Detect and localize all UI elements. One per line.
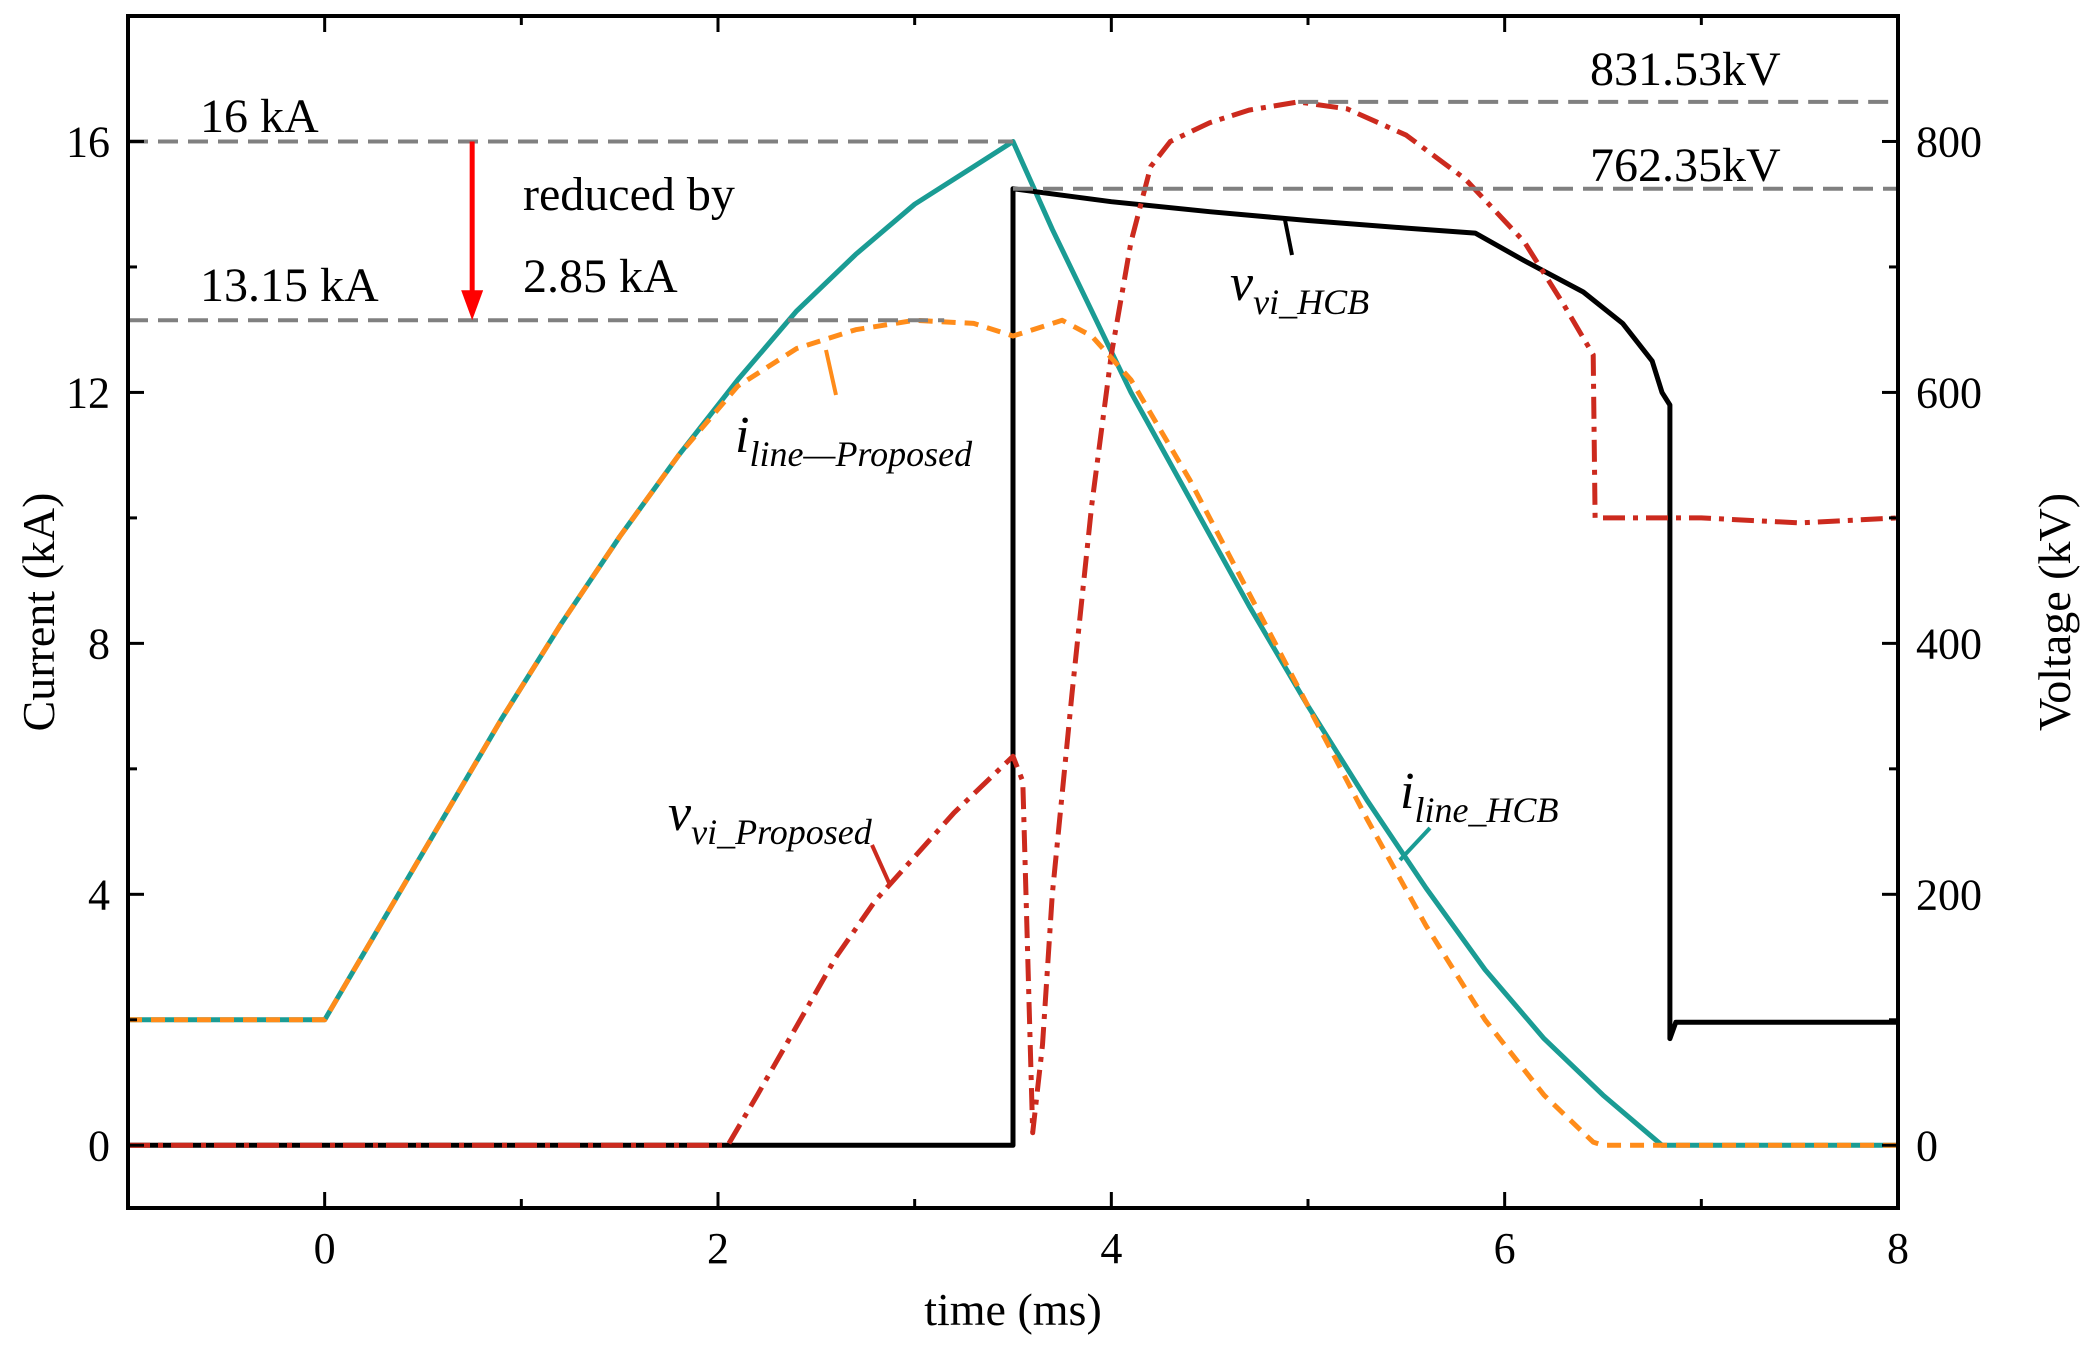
series-label-main: v [668, 785, 692, 842]
x-tick-label: 2 [707, 1224, 729, 1273]
series-label-i-line-hcb: iline_HCB [1400, 763, 1558, 830]
plot-border [126, 14, 1900, 1210]
y-right-tick-label: 800 [1916, 117, 1982, 166]
series-line-v-vi-hcb [128, 186, 1898, 1148]
y-left-axis-title: Current (kA) [13, 493, 64, 732]
leader-v-vi-hcb [1283, 219, 1294, 256]
annotation-831kv: 831.53kV [1590, 43, 1781, 96]
y-left-tick-label: 8 [88, 619, 110, 668]
plot-frame [126, 14, 1900, 1210]
series-label-main: v [1230, 255, 1254, 312]
series-line-i-line-proposed [128, 317, 1898, 1148]
x-tick-label: 6 [1494, 1224, 1516, 1273]
reduction-arrow-head [461, 290, 484, 321]
annotation-reduced-by: reduced by [523, 168, 735, 221]
y-right-tick-label: 400 [1916, 619, 1982, 668]
reference-lines [128, 99, 1898, 323]
x-tick-label: 0 [314, 1224, 336, 1273]
x-tick-label: 4 [1100, 1224, 1122, 1273]
x-axis-title: time (ms) [924, 1284, 1102, 1335]
series-line-v-vi-proposed [128, 99, 1898, 1148]
chart-text: 0 2 4 6 8 0 4 8 12 16 0 200 400 600 800 time (ms) Curren… [13, 43, 2080, 1335]
series-label-v-vi-hcb: vvi_HCB [1230, 255, 1369, 322]
series-layer [128, 99, 1898, 1148]
series-label-i-line-proposed: iline—Proposed [735, 407, 973, 474]
series-label-main: i [1400, 763, 1414, 820]
annotation-2-85ka: 2.85 kA [523, 250, 678, 303]
series-label-subscript: vi_HCB [1253, 282, 1369, 322]
leader-i-line-hcb [1398, 826, 1432, 862]
y-right-tick-label: 200 [1916, 870, 1982, 919]
annotation-16ka: 16 kA [200, 90, 319, 143]
series-label-subscript: vi_Proposed [691, 812, 873, 852]
annotation-13-15ka: 13.15 kA [200, 259, 379, 312]
annotation-762kv: 762.35kV [1590, 139, 1781, 192]
leader-i-line-proposed [824, 349, 838, 396]
series-label-v-vi-proposed: vvi_Proposed [668, 785, 873, 852]
y-right-tick-label: 0 [1916, 1121, 1938, 1170]
x-tick-label: 8 [1887, 1224, 1909, 1273]
y-right-axis-title: Voltage (kV) [2029, 493, 2080, 731]
y-right-tick-label: 600 [1916, 368, 1982, 417]
series-label-main: i [735, 407, 749, 464]
y-left-tick-label: 0 [88, 1121, 110, 1170]
series-label-subscript: line—Proposed [749, 434, 973, 474]
leader-v-vi-proposed [870, 844, 892, 886]
y-left-tick-label: 12 [66, 368, 110, 417]
y-left-tick-label: 16 [66, 117, 110, 166]
y-left-tick-label: 4 [88, 870, 110, 919]
series-label-subscript: line_HCB [1414, 790, 1558, 830]
